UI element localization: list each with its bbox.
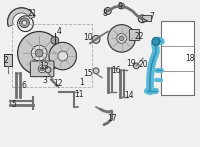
Text: 20: 20 (138, 60, 148, 69)
Bar (142, 15, 151, 21)
Text: 17: 17 (107, 114, 117, 123)
Bar (12, 24, 92, 87)
Bar (129, 29, 139, 40)
Circle shape (35, 49, 43, 57)
Circle shape (152, 37, 160, 45)
Circle shape (20, 18, 29, 28)
Wedge shape (8, 8, 34, 26)
Text: 10: 10 (83, 33, 93, 42)
Text: 4: 4 (56, 27, 61, 36)
Circle shape (119, 3, 125, 9)
Text: 3: 3 (43, 76, 48, 85)
Circle shape (38, 65, 46, 73)
Circle shape (31, 45, 47, 61)
Circle shape (92, 35, 100, 43)
Circle shape (104, 7, 111, 14)
Bar (4, 54, 12, 66)
FancyBboxPatch shape (30, 61, 54, 77)
Circle shape (133, 63, 139, 69)
Text: 12: 12 (53, 79, 63, 88)
Text: 22: 22 (134, 32, 144, 41)
Circle shape (40, 67, 44, 71)
Text: 7: 7 (150, 12, 154, 21)
Circle shape (108, 25, 135, 52)
Text: 21: 21 (28, 9, 37, 18)
Text: 19: 19 (127, 59, 136, 68)
Circle shape (18, 32, 61, 75)
Text: 8: 8 (103, 9, 107, 18)
Text: 14: 14 (125, 91, 134, 100)
Circle shape (45, 67, 51, 73)
Text: 11: 11 (75, 90, 84, 99)
Text: 16: 16 (111, 66, 121, 75)
Text: 2: 2 (3, 56, 8, 65)
Circle shape (117, 34, 126, 43)
Text: 18: 18 (185, 54, 195, 62)
Circle shape (138, 15, 146, 23)
Circle shape (51, 36, 59, 44)
Text: 6: 6 (21, 81, 26, 90)
Circle shape (49, 42, 76, 70)
Text: 5: 5 (11, 100, 16, 109)
Circle shape (119, 36, 124, 41)
Text: 9: 9 (117, 1, 122, 11)
Circle shape (22, 20, 27, 25)
Text: 1: 1 (79, 78, 84, 87)
Text: 13: 13 (39, 62, 49, 71)
Circle shape (93, 68, 99, 74)
Text: 15: 15 (83, 69, 93, 78)
Circle shape (58, 51, 68, 61)
Bar (161, 21, 194, 95)
